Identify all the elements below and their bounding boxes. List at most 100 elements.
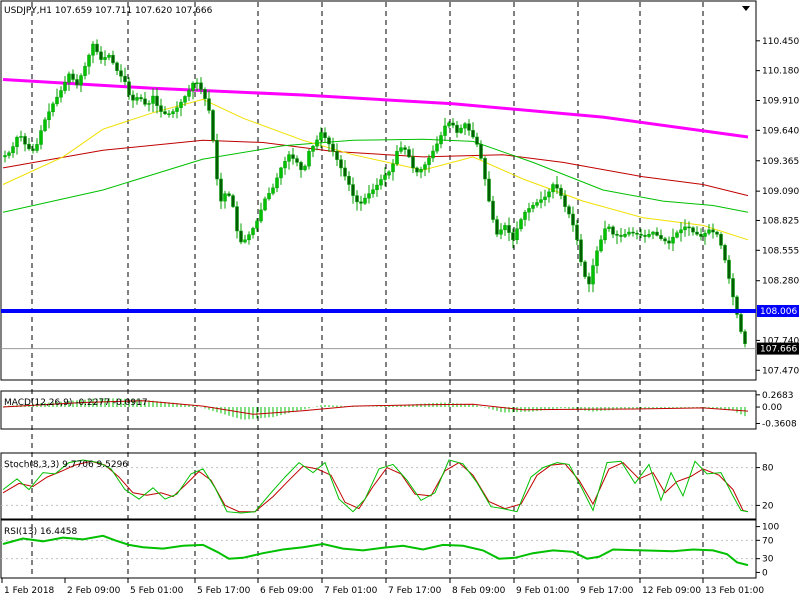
macd-axis: 0.2683 0.00 -0.3608 [756, 391, 797, 429]
candle-body [499, 229, 503, 235]
candle-body [227, 193, 231, 196]
candle-body [631, 231, 635, 234]
rsi-tick-label: 30 [762, 555, 774, 565]
macd-pane[interactable] [0, 390, 757, 430]
candle-body [311, 145, 315, 152]
candle-body [43, 119, 47, 131]
candle-body [727, 259, 731, 279]
candle-body [651, 231, 655, 235]
candle-body [291, 154, 295, 159]
candle-body [299, 162, 303, 171]
candle-body [123, 75, 127, 82]
candle-body [571, 213, 575, 226]
candle-body [331, 143, 335, 152]
candle-body [711, 229, 715, 233]
candle-body [99, 51, 103, 60]
candle-body [511, 232, 515, 241]
candle-body [383, 174, 387, 180]
candle-body [271, 187, 275, 194]
candle-body [739, 314, 743, 332]
candle-body [71, 73, 75, 80]
candle-body [119, 70, 123, 77]
stochastic-tick-label: 20 [762, 501, 774, 511]
candle-body [559, 187, 563, 196]
macd-tick-label: 0.00 [762, 403, 782, 413]
candle-body [323, 132, 327, 138]
candle-body [159, 105, 163, 112]
candle-body [491, 200, 495, 220]
stochastic-signal-line [2, 460, 749, 513]
candle-body [479, 144, 483, 159]
candle-body [391, 163, 395, 173]
candle-body [187, 90, 191, 97]
candle-body [179, 101, 183, 108]
candle-body [147, 103, 151, 105]
candle-body [155, 95, 159, 106]
time-tick-label: 12 Feb 09:00 [642, 586, 701, 596]
candle-body [531, 205, 535, 209]
stochastic-axis: 80 20 [756, 464, 774, 511]
rsi-tick-label: 0 [762, 568, 768, 578]
candle-body [523, 211, 527, 220]
candle-body [115, 62, 119, 71]
candle-body [515, 228, 519, 241]
candle-body [599, 239, 603, 252]
candle-body [239, 230, 243, 243]
candle-body [495, 219, 499, 235]
time-tick-label: 1 Feb 2018 [4, 586, 55, 596]
candle-body [283, 161, 287, 169]
candle-body [219, 178, 223, 202]
candle-body [163, 111, 167, 115]
price-pane[interactable] [0, 0, 757, 381]
candle-body [207, 98, 211, 111]
candle-body [375, 184, 379, 191]
candle-body [703, 232, 707, 237]
candle-body [543, 196, 547, 200]
candle-body [507, 225, 511, 233]
candle-body [363, 197, 367, 204]
candle-body [439, 135, 443, 145]
candle-body [263, 198, 267, 211]
candle-body [591, 265, 595, 285]
candle-body [355, 195, 359, 203]
price-tick-label: 109.910 [762, 96, 799, 106]
candle-body [35, 144, 39, 151]
price-header-arrow-icon [742, 6, 750, 11]
candle-body [279, 167, 283, 179]
candle-body [623, 234, 627, 237]
price-tick-label: 108.280 [762, 277, 799, 287]
candle-body [459, 127, 463, 133]
price-tick-label: 108.825 [762, 216, 799, 226]
candle-body [615, 234, 619, 236]
candle-body [663, 238, 667, 242]
candle-body [535, 202, 539, 206]
candle-body [547, 191, 551, 198]
candle-body [143, 98, 147, 105]
candle-body [319, 132, 323, 141]
price-tick-label: 107.470 [762, 366, 799, 376]
candle-body [131, 94, 135, 101]
candle-body [455, 124, 459, 133]
candle-body [379, 179, 383, 186]
time-tick-label: 5 Feb 17:00 [197, 586, 251, 596]
candle-body [575, 224, 579, 241]
current-price-badge [757, 342, 799, 355]
candle-body [255, 220, 259, 229]
candle-body [579, 239, 583, 263]
candle-body [367, 193, 371, 199]
candle-body [139, 97, 143, 100]
candle-body [655, 231, 659, 236]
candle-body [359, 201, 363, 204]
day-separators [31, 2, 704, 578]
candle-body [11, 146, 15, 153]
symbol-label: USDJPY,H1 107.659 107.711 107.620 107.66… [4, 6, 213, 16]
moving-average-line [2, 139, 749, 197]
candle-body [111, 54, 115, 64]
macd-tick-label: 0.2683 [762, 391, 794, 401]
candle-body [203, 89, 207, 99]
time-tick-label: 7 Feb 17:00 [388, 586, 442, 596]
candle-body [223, 193, 227, 202]
candle-body [327, 137, 331, 145]
time-tick-label: 6 Feb 09:00 [260, 586, 314, 596]
